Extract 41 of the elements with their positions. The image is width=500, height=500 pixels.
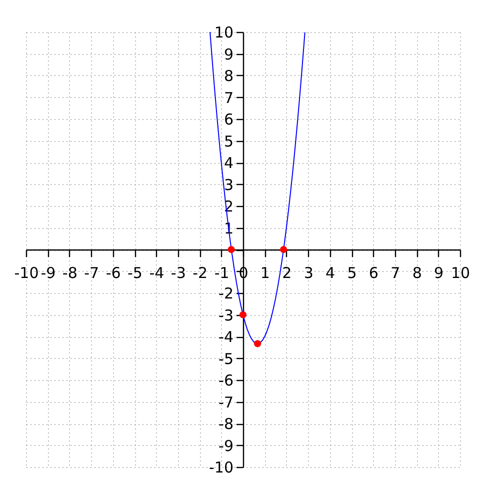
point bbox=[228, 246, 235, 254]
y-tick-label: -3 bbox=[218, 306, 234, 324]
point bbox=[254, 340, 262, 348]
x-tick-label: 1 bbox=[260, 264, 270, 282]
x-tick-label: -10 bbox=[14, 264, 39, 282]
y-tick-label: 9 bbox=[224, 45, 234, 64]
x-tick-label: -9 bbox=[40, 264, 56, 282]
y-tick-label: -10 bbox=[209, 458, 234, 476]
x-tick-label: -8 bbox=[62, 264, 78, 282]
x-tick-label: 2 bbox=[282, 264, 292, 282]
x-tick-label: 6 bbox=[368, 264, 378, 282]
y-tick-label: 3 bbox=[224, 176, 234, 194]
y-tick-label: 8 bbox=[224, 67, 234, 85]
x-tick-label: -4 bbox=[149, 264, 164, 282]
x-tick-label: 5 bbox=[347, 264, 357, 282]
x-tick-label: 10 bbox=[450, 264, 470, 282]
x-tick-label: -6 bbox=[106, 264, 121, 282]
y-tick-label: 4 bbox=[224, 154, 234, 172]
x-tick-label: -7 bbox=[84, 264, 100, 282]
y-tick-label: -5 bbox=[218, 350, 234, 368]
y-tick-label: -2 bbox=[218, 284, 234, 302]
x-tick-label: 3 bbox=[304, 264, 314, 282]
point bbox=[280, 246, 288, 254]
x-tick-label: 7 bbox=[390, 264, 400, 282]
y-tick-label: -4 bbox=[218, 328, 234, 346]
y-tick-label: -9 bbox=[218, 436, 234, 455]
y-tick-label: 10 bbox=[214, 24, 234, 42]
point bbox=[239, 311, 247, 318]
y-tick-label: 7 bbox=[224, 88, 234, 107]
x-tick-label: -1 bbox=[214, 264, 230, 282]
y-tick-label: -7 bbox=[218, 393, 234, 412]
y-tick-label: -6 bbox=[218, 372, 234, 390]
y-tick-label: -8 bbox=[218, 415, 234, 433]
y-tick-label: 5 bbox=[224, 132, 234, 150]
x-tick-label: -2 bbox=[192, 264, 208, 282]
x-tick-label: -5 bbox=[128, 264, 142, 282]
x-tick-label: -3 bbox=[170, 264, 186, 282]
x-tick-label: 8 bbox=[412, 264, 422, 282]
x-tick-label: 4 bbox=[326, 264, 336, 282]
y-tick-label: 6 bbox=[224, 110, 234, 128]
x-tick-label: 9 bbox=[434, 264, 444, 282]
